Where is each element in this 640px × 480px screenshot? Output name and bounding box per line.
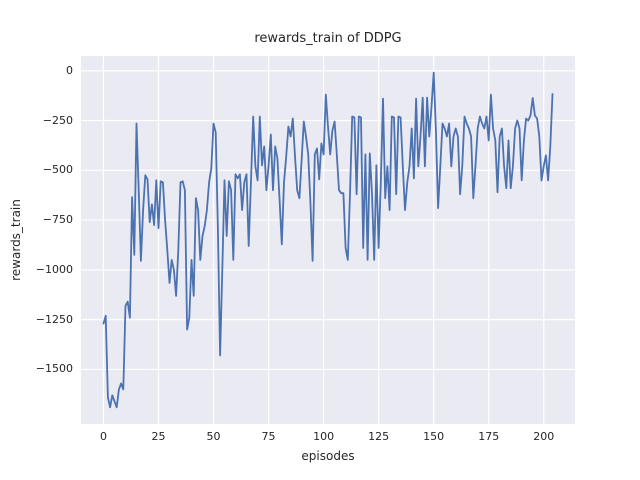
y-tick-label: −1500: [35, 362, 73, 376]
x-axis-label: episodes: [301, 449, 355, 463]
x-tick-label: 25: [151, 430, 166, 443]
x-tick-label: 150: [423, 430, 445, 443]
y-tick-label: −750: [42, 213, 73, 227]
x-tick-label: 50: [206, 430, 221, 443]
y-tick-label: 0: [66, 63, 73, 77]
y-tick-label: −1000: [35, 262, 73, 276]
x-tick-label: 75: [261, 430, 276, 443]
chart-title: rewards_train of DDPG: [254, 31, 402, 46]
y-tick-label: −1250: [35, 312, 73, 326]
x-tick-label: 100: [313, 430, 335, 443]
x-tick-label: 200: [533, 430, 555, 443]
reward-line: [102, 71, 554, 409]
x-tick-label: 125: [368, 430, 390, 443]
x-tick-label: 175: [478, 430, 500, 443]
axes-background: [81, 56, 575, 424]
y-tick-label: −250: [42, 113, 73, 127]
x-tick-label: 0: [99, 430, 107, 443]
y-tick-label: −500: [42, 163, 73, 177]
